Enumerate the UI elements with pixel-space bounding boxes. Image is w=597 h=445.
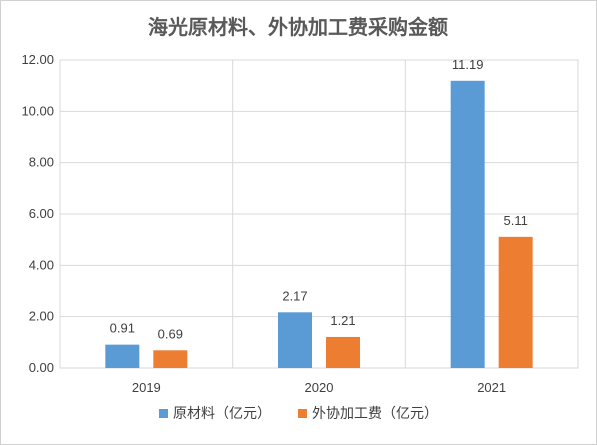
bar-raw-material [105, 344, 140, 368]
y-tick-label: 6.00 [29, 206, 54, 221]
data-label: 2.17 [282, 288, 307, 303]
y-tick-label: 0.00 [29, 360, 54, 375]
y-tick-label: 8.00 [29, 155, 54, 170]
legend: 原材料（亿元） 外协加工费（亿元） [159, 406, 438, 422]
bar-outsourced-processing [326, 336, 360, 368]
legend-label: 外协加工费（亿元） [312, 406, 438, 422]
bar-raw-material [450, 80, 485, 368]
legend-label: 原材料（亿元） [173, 406, 271, 422]
y-tick-label: 4.00 [29, 257, 54, 272]
plot-area: 0.00 2.00 4.00 6.00 8.00 10.00 12.00 0.91 0.69 20… [21, 52, 579, 395]
data-label: 0.91 [110, 321, 135, 336]
legend-swatch [298, 409, 307, 418]
x-tick-label: 2019 [132, 380, 161, 395]
bar-outsourced-processing [153, 350, 188, 368]
y-tick-label: 12.00 [21, 52, 54, 67]
chart-title: 海光原材料、外协加工费采购金额 [148, 15, 448, 39]
legend-swatch [159, 409, 168, 418]
data-label: 1.21 [330, 313, 355, 328]
bar-outsourced-processing [498, 236, 533, 368]
data-label: 11.19 [452, 57, 484, 72]
x-tick-label: 2020 [305, 380, 334, 395]
data-label: 0.69 [158, 326, 183, 341]
y-tick-label: 10.00 [21, 103, 54, 118]
plot-border [59, 59, 579, 369]
x-tick-label: 2021 [477, 380, 506, 395]
y-tick-label: 2.00 [29, 309, 54, 324]
bar-raw-material [278, 312, 312, 368]
data-label: 5.11 [503, 213, 527, 228]
